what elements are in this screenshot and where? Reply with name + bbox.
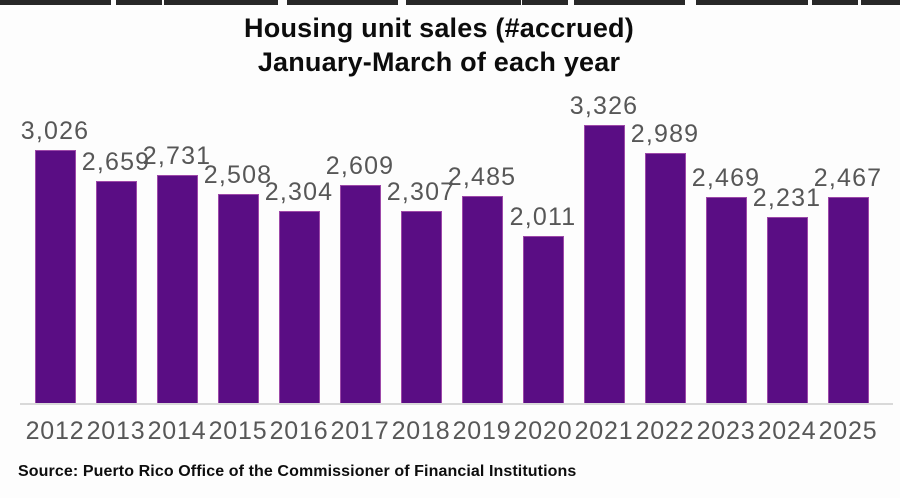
bar-value-label-2023: 2,469 bbox=[691, 164, 761, 192]
bar-2024 bbox=[766, 217, 808, 405]
x-axis-line bbox=[20, 403, 893, 405]
bar-2022 bbox=[644, 153, 686, 405]
x-axis-label-2020: 2020 bbox=[513, 417, 573, 445]
x-axis-label-2016: 2016 bbox=[269, 417, 329, 445]
x-axis-label-2014: 2014 bbox=[147, 417, 207, 445]
bar-value-label-2022: 2,989 bbox=[630, 120, 700, 148]
bar-value-label-2019: 2,485 bbox=[447, 163, 517, 191]
x-axis-label-2022: 2022 bbox=[635, 417, 695, 445]
x-axis-label-2017: 2017 bbox=[330, 417, 390, 445]
x-axis-label-2015: 2015 bbox=[208, 417, 268, 445]
bar-2023 bbox=[705, 197, 747, 405]
bar-2013 bbox=[95, 181, 137, 405]
bar-2019 bbox=[461, 196, 503, 405]
bar-value-label-2020: 2,011 bbox=[509, 203, 577, 231]
bar-value-label-2013: 2,659 bbox=[81, 148, 151, 176]
x-axis-label-2018: 2018 bbox=[391, 417, 451, 445]
top-dashed-border-artifact bbox=[0, 0, 900, 5]
chart-title-line2: January-March of each year bbox=[257, 47, 621, 77]
bar-value-label-2014: 2,731 bbox=[142, 142, 212, 170]
bar-2020 bbox=[522, 236, 564, 405]
chart-title: Housing unit sales (#accrued) January-Ma… bbox=[0, 11, 878, 79]
bar-value-label-2025: 2,467 bbox=[813, 164, 883, 192]
x-axis-label-2023: 2023 bbox=[696, 417, 756, 445]
x-axis-label-2025: 2025 bbox=[818, 417, 878, 445]
bar-2017 bbox=[339, 185, 381, 405]
bar-2015 bbox=[217, 194, 259, 405]
chart-title-line1: Housing unit sales (#accrued) bbox=[244, 13, 634, 43]
bar-2018 bbox=[400, 211, 442, 405]
bar-2016 bbox=[278, 211, 320, 405]
bar-value-label-2021: 3,326 bbox=[569, 92, 639, 120]
bar-value-label-2024: 2,231 bbox=[752, 184, 822, 212]
bar-value-label-2015: 2,508 bbox=[203, 161, 273, 189]
x-axis-label-2012: 2012 bbox=[25, 417, 85, 445]
bar-2014 bbox=[156, 175, 198, 405]
x-axis-label-2013: 2013 bbox=[86, 417, 146, 445]
bar-2012 bbox=[34, 150, 76, 405]
x-axis-label-2024: 2024 bbox=[757, 417, 817, 445]
source-note: Source: Puerto Rico Office of the Commis… bbox=[18, 463, 577, 480]
bar-value-label-2017: 2,609 bbox=[325, 152, 395, 180]
bar-value-label-2018: 2,307 bbox=[386, 178, 456, 206]
x-axis-label-2019: 2019 bbox=[452, 417, 512, 445]
bar-2025 bbox=[827, 197, 869, 405]
bar-value-label-2012: 3,026 bbox=[20, 117, 90, 145]
x-axis-label-2021: 2021 bbox=[574, 417, 634, 445]
bar-value-label-2016: 2,304 bbox=[264, 178, 334, 206]
bar-2021 bbox=[583, 125, 625, 405]
